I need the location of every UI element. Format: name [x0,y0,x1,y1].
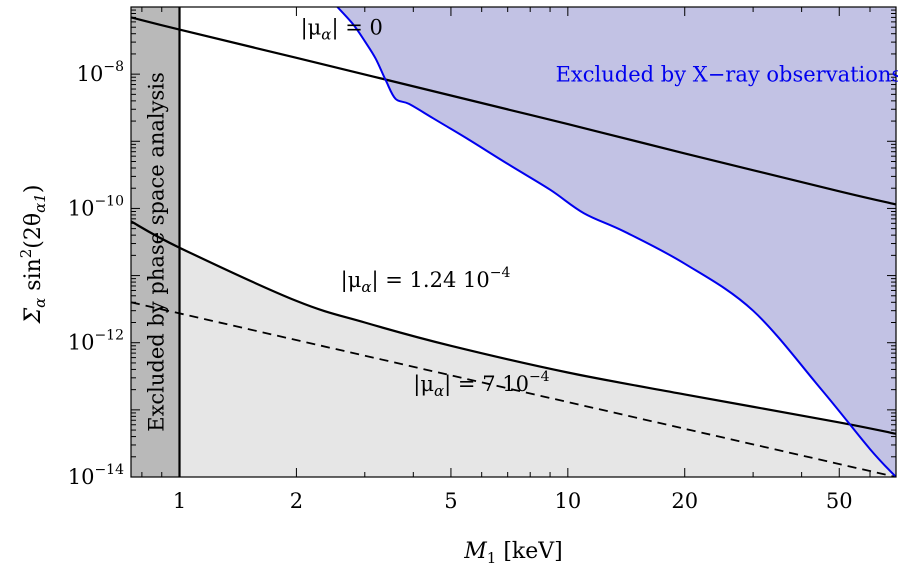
curve-mu-7e-4 [131,301,896,477]
x-tick-label: 10 [554,489,581,513]
y-axis-label: Σα sin2(2θα1) [17,185,49,325]
x-tick-label: 20 [671,489,698,513]
phase-space-label: Excluded by phase space analysis [144,72,168,432]
allowed-region [131,17,896,434]
x-axis-label: M1 [keV] [463,539,562,567]
x-tick-label: 2 [290,489,303,513]
annotation-mu0-label: |μα| = 0 [301,15,383,43]
plot-frame [130,6,897,478]
x-tick-label: 1 [173,489,186,513]
annotation-xray-label: Excluded by X−ray observations [556,62,898,86]
xray-excluded-region [337,7,896,477]
x-tick-label: 50 [826,489,853,513]
curve-mu-1.24e-4 [131,220,896,435]
annotation-mu7-label: |μα| = 7 10−4 [413,369,549,400]
y-tick-label: 10−14 [68,462,124,489]
y-tick-label: 10−8 [77,59,124,86]
x-tick-label: 5 [444,489,457,513]
y-tick-label: 10−10 [68,193,124,220]
y-tick-label: 10−12 [68,328,124,355]
plot-area [131,7,896,477]
annotation-mu124-label: |μα| = 1.24 10−4 [341,265,511,296]
phase-space-excluded-region [131,7,180,477]
curve-mu-0 [131,16,896,206]
curve-xray-boundary [336,7,896,477]
